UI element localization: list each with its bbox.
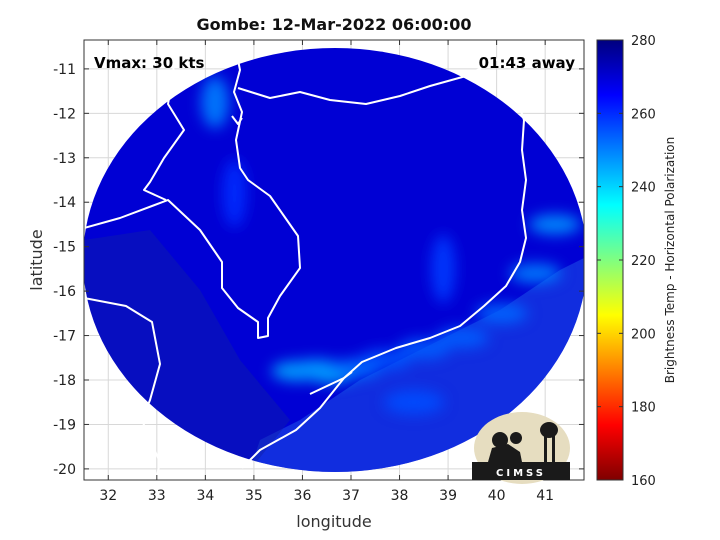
x-tick-label: 36 xyxy=(294,488,312,504)
x-axis-label: longitude xyxy=(296,512,371,531)
y-tick-label: -19 xyxy=(53,417,76,433)
border-line xyxy=(143,40,185,201)
river-line xyxy=(309,371,353,395)
feature-cloud-streak xyxy=(222,159,247,228)
y-tick-label: -20 xyxy=(53,462,76,478)
x-tick-label: 34 xyxy=(196,488,214,504)
feature-coastal-band xyxy=(358,350,411,370)
x-tick-label: 39 xyxy=(439,488,457,504)
x-tick-label: 35 xyxy=(245,488,263,504)
feature-coastal-band xyxy=(291,358,344,379)
y-tick-label: -16 xyxy=(53,284,76,300)
colorbar-tick-label: 240 xyxy=(631,181,656,196)
coastline-layer xyxy=(84,40,527,480)
y-tick-label: -15 xyxy=(53,240,76,256)
chart-title: Gombe: 12-Mar-2022 06:00:00 xyxy=(197,15,472,34)
svg-text:CIMSS: CIMSS xyxy=(496,468,546,479)
feature-lake-north xyxy=(201,76,230,129)
colorbar-label: Brightness Temp - Horizontal Polarizatio… xyxy=(663,137,677,384)
x-tick-label: 41 xyxy=(536,488,554,504)
border-line xyxy=(237,43,515,105)
colorbar-ticks: 160 180 200 220 240 260 280 xyxy=(597,34,656,489)
colorbar-tick-label: 220 xyxy=(631,254,656,269)
vmax-annotation: Vmax: 30 kts xyxy=(94,54,204,72)
feature-coastal-band xyxy=(436,327,489,348)
border-line xyxy=(84,297,161,480)
colorbar-tick-label: 260 xyxy=(631,107,656,122)
colorbar-tick-label: 200 xyxy=(631,327,656,342)
y-tick-label: -12 xyxy=(53,106,76,122)
feature-coastal-band xyxy=(509,263,562,284)
feature-coastal-band xyxy=(528,214,581,235)
feature-cloud-streak xyxy=(431,234,456,303)
colorbar-tick-label: 160 xyxy=(631,474,656,489)
axis-ticks: 32 33 34 35 36 37 38 39 40 41 -11 -12 -13 -14 -15 -16 -1… xyxy=(53,40,584,504)
y-tick-label: -18 xyxy=(53,373,76,389)
x-tick-label: 33 xyxy=(148,488,166,504)
time-away-annotation: 01:43 away xyxy=(479,54,576,72)
x-tick-label: 38 xyxy=(391,488,409,504)
cimss-logo: CIMSS xyxy=(472,412,570,484)
border-line xyxy=(84,40,301,339)
x-tick-label: 32 xyxy=(99,488,117,504)
feature-shelf-south xyxy=(384,390,445,415)
swath-layer xyxy=(84,48,584,472)
y-tick-label: -13 xyxy=(53,151,76,167)
coastline xyxy=(241,43,527,469)
x-tick-label: 40 xyxy=(488,488,506,504)
y-tick-label: -17 xyxy=(53,329,76,345)
lake-shore xyxy=(231,115,243,125)
colorbar-tick-label: 280 xyxy=(631,34,656,49)
colorbar-tick-label: 180 xyxy=(631,401,656,416)
axes-box xyxy=(83,39,585,481)
feature-coastal-band xyxy=(475,303,528,324)
y-tick-label: -11 xyxy=(53,62,76,78)
y-tick-label: -14 xyxy=(53,195,76,211)
y-axis-label: latitude xyxy=(27,229,46,290)
x-tick-label: 37 xyxy=(342,488,360,504)
